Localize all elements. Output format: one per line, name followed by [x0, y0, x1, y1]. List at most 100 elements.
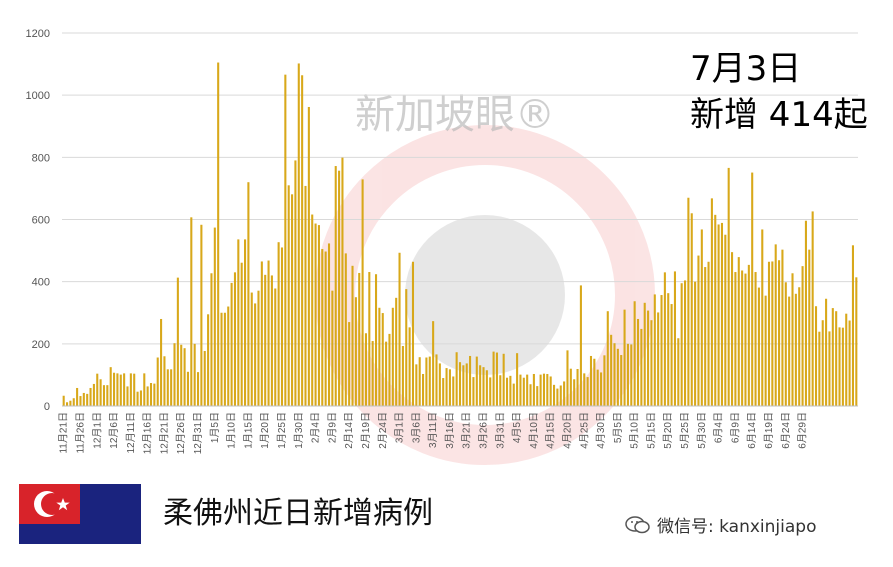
bar	[680, 283, 683, 406]
bar	[673, 271, 676, 406]
bar	[657, 312, 660, 406]
bar	[217, 62, 220, 406]
x-tick-label: 12月6日	[108, 412, 120, 449]
x-tick-label: 2月19日	[360, 412, 372, 449]
bar	[438, 363, 441, 406]
bar	[600, 372, 603, 406]
bar	[106, 385, 109, 406]
x-tick-label: 3月16日	[444, 412, 456, 449]
bar	[626, 343, 629, 406]
bar	[297, 63, 300, 407]
bar	[291, 194, 294, 406]
bar	[529, 384, 532, 406]
bar	[324, 251, 327, 406]
bar	[653, 294, 656, 406]
bar	[391, 307, 394, 406]
bar	[690, 213, 693, 406]
bar	[764, 295, 767, 406]
bar	[818, 331, 821, 406]
bar	[113, 372, 116, 406]
x-tick-label: 4月30日	[595, 412, 607, 449]
bar	[280, 247, 284, 406]
x-tick-label: 5月10日	[629, 412, 641, 449]
bar	[465, 363, 468, 406]
bar	[405, 289, 408, 406]
bar	[804, 220, 807, 406]
bar	[190, 217, 193, 406]
bar	[62, 395, 65, 406]
bar	[287, 185, 290, 406]
bar	[556, 388, 559, 406]
bar	[697, 255, 700, 406]
bar	[771, 261, 774, 406]
bar	[710, 198, 713, 406]
bar	[630, 344, 633, 406]
x-tick-label: 1月25日	[276, 412, 288, 449]
bar	[636, 318, 640, 406]
bar	[757, 287, 760, 406]
bar	[321, 249, 324, 406]
bar	[284, 74, 287, 407]
bar	[458, 362, 462, 406]
bar	[109, 367, 112, 406]
x-tick-label: 2月24日	[377, 412, 389, 449]
x-tick-label: 12月31日	[192, 412, 204, 454]
y-tick-label: 1200	[26, 28, 50, 40]
bar	[240, 262, 243, 406]
bar	[747, 264, 750, 406]
bar	[344, 253, 347, 406]
y-tick-label: 0	[44, 401, 50, 413]
bar	[227, 306, 230, 406]
bar	[301, 75, 304, 407]
bar	[160, 318, 163, 406]
bar	[432, 321, 435, 406]
bar	[166, 369, 169, 406]
bar	[734, 272, 737, 406]
bar	[146, 386, 149, 406]
bar	[663, 272, 666, 406]
x-tick-label: 11月21日	[58, 412, 70, 454]
bar	[767, 261, 771, 406]
bar	[267, 260, 270, 406]
bar	[559, 385, 562, 406]
x-tick-label: 3月26日	[478, 412, 490, 449]
bar	[485, 370, 488, 406]
bar	[727, 167, 730, 406]
bar	[542, 373, 546, 406]
bar	[455, 352, 458, 406]
x-tick-label: 6月19日	[763, 412, 775, 449]
bar	[801, 266, 804, 407]
bar	[603, 355, 606, 406]
bar	[573, 379, 576, 406]
bar	[448, 369, 451, 406]
bar	[230, 282, 233, 406]
flag-blue-field	[80, 484, 141, 544]
bar	[640, 328, 643, 406]
chart-caption: 柔佛州近日新增病例	[163, 496, 433, 531]
bar	[388, 333, 391, 406]
bar	[761, 229, 764, 406]
bar	[633, 301, 636, 406]
bar	[173, 343, 176, 406]
bar	[66, 402, 69, 406]
x-tick-label: 5月30日	[696, 412, 708, 449]
bar	[798, 287, 801, 406]
johor-flag	[19, 484, 141, 544]
bar	[364, 333, 367, 406]
bar	[327, 243, 331, 406]
bar	[650, 320, 653, 406]
bar	[539, 374, 542, 406]
bar	[596, 369, 599, 406]
bar	[163, 356, 166, 406]
bar	[89, 387, 92, 406]
y-tick-label: 600	[32, 215, 50, 227]
bar	[311, 214, 314, 406]
bar	[714, 214, 717, 406]
bar	[378, 307, 381, 406]
crescent-star-icon	[34, 491, 70, 517]
x-tick-label: 12月1日	[91, 412, 103, 449]
bar	[737, 257, 740, 406]
bar	[331, 290, 334, 406]
x-tick-label: 3月1日	[394, 412, 406, 443]
bar	[126, 386, 129, 406]
